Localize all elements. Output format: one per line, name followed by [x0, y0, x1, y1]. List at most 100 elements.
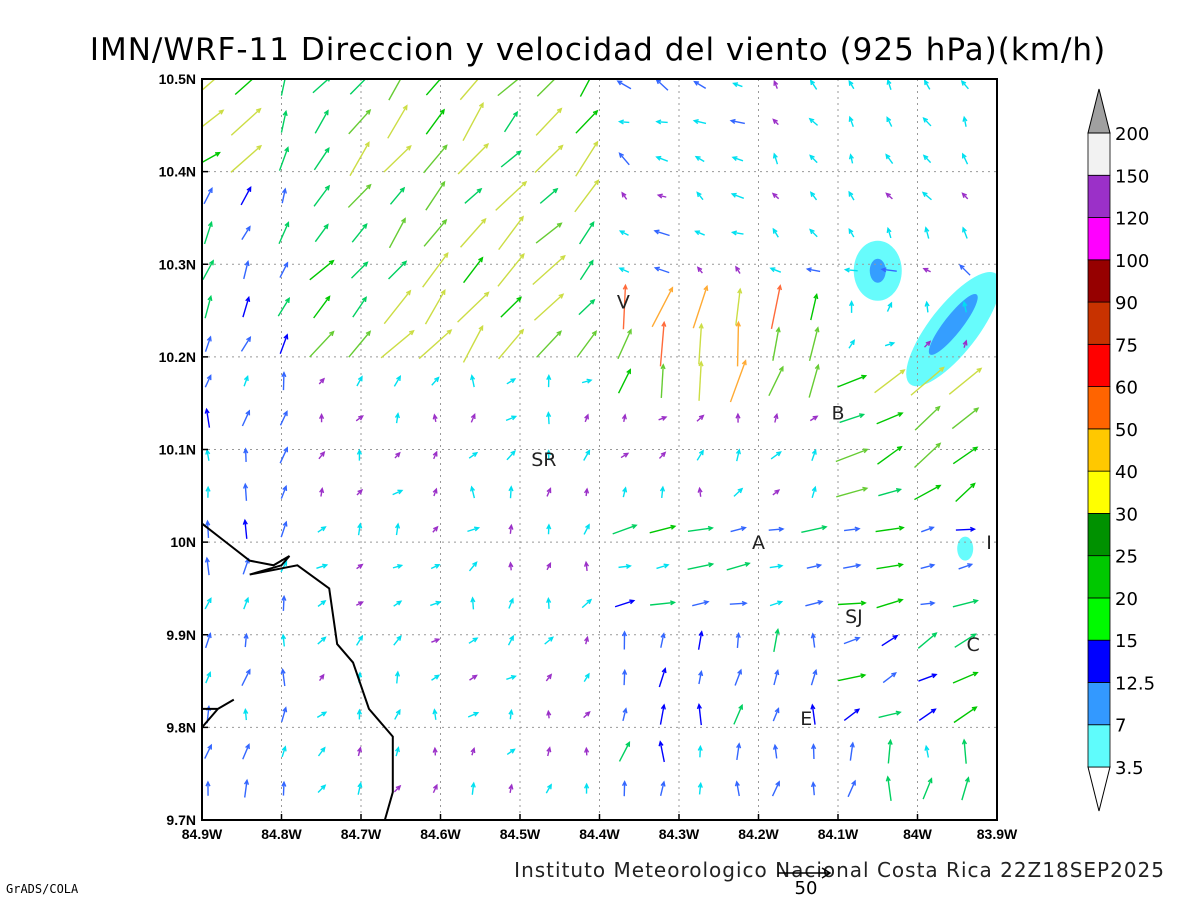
wind-vector-shaft: [619, 152, 630, 166]
wind-vector: [924, 744, 930, 758]
wind-vector: [658, 667, 667, 688]
wind-vector: [773, 412, 779, 423]
place-label-i: I: [986, 532, 992, 554]
wind-vector-shaft: [925, 227, 930, 239]
wind-vector: [658, 451, 667, 459]
wind-vector: [617, 368, 631, 394]
wind-vector-shaft: [801, 526, 827, 533]
wind-vector-head: [622, 283, 628, 290]
wind-vector: [839, 413, 866, 424]
wind-vector: [205, 671, 212, 684]
wind-vector-shaft: [392, 489, 403, 496]
wind-vector: [584, 746, 590, 756]
wind-vector-head: [546, 523, 552, 530]
colorbar-label: 50: [1115, 420, 1138, 441]
wind-vector: [922, 267, 931, 273]
wind-vector: [848, 79, 855, 90]
wind-vector-shaft: [352, 297, 367, 318]
wind-vector-shaft: [952, 446, 978, 465]
wind-vector-head: [473, 711, 480, 717]
wind-vector-head: [356, 708, 363, 715]
wind-vector: [460, 217, 487, 248]
wind-vector-shaft: [952, 599, 978, 608]
wind-vector: [583, 672, 590, 682]
wind-vector: [659, 485, 666, 498]
wind-vector: [875, 525, 905, 533]
wind-vector-shaft: [887, 228, 892, 239]
wind-vector-head: [584, 635, 590, 642]
wind-vector: [503, 110, 519, 133]
wind-vector-head: [206, 335, 212, 342]
wind-vector-head: [777, 600, 784, 606]
wind-vector-shaft: [544, 636, 554, 645]
wind-vector-shaft: [811, 487, 816, 499]
wind-vector: [808, 117, 819, 126]
wind-vector-head: [808, 117, 815, 124]
wind-vector-head: [967, 563, 974, 569]
wind-vector-head: [659, 485, 666, 492]
colorbar-label: 30: [1115, 504, 1138, 525]
wind-vector-shaft: [835, 448, 868, 463]
wind-vector: [910, 366, 945, 396]
wind-vector-shaft: [836, 487, 868, 498]
wind-vector-head: [849, 339, 856, 346]
wind-vector-shaft: [810, 670, 817, 686]
wind-vector-shaft: [962, 153, 969, 165]
wind-vector-head: [899, 369, 906, 375]
wind-vector: [432, 450, 438, 460]
wind-vector: [924, 226, 930, 239]
wind-vector-head: [851, 779, 856, 786]
wind-vector: [769, 267, 782, 273]
wind-vector-head: [854, 708, 861, 714]
colorbar-band: [1087, 386, 1111, 430]
wind-vector: [617, 328, 632, 360]
wind-vector: [732, 82, 743, 88]
wind-vector-head: [773, 412, 779, 419]
wind-vector-shaft: [316, 711, 327, 718]
wind-vector-head: [812, 415, 819, 421]
wind-vector-head: [509, 748, 516, 754]
wind-vector-head: [442, 144, 448, 150]
wind-vector: [425, 180, 446, 211]
wind-vector-shaft: [768, 528, 784, 531]
wind-vector: [660, 632, 666, 648]
wind-vector-head: [621, 191, 627, 198]
wind-vector-head: [961, 738, 968, 745]
wind-vector-head: [730, 230, 738, 236]
wind-vector-shaft: [694, 120, 707, 125]
wind-vector-head: [284, 221, 290, 228]
wind-vector-shaft: [497, 253, 525, 287]
wind-vector-shaft: [769, 565, 783, 569]
wind-vector-head: [470, 747, 476, 754]
wind-vector: [583, 487, 590, 497]
colorbar-band: [1087, 174, 1111, 218]
wind-vector: [811, 743, 817, 760]
wind-vector-shaft: [423, 144, 448, 174]
wind-vector: [278, 146, 290, 171]
wind-vector-shaft: [393, 635, 402, 646]
wind-vector-shaft: [694, 81, 707, 89]
wind-vector-head: [589, 298, 596, 305]
wind-vector: [951, 407, 980, 430]
wind-vector-shaft: [808, 365, 819, 398]
wind-vector-head: [320, 526, 327, 532]
wind-vector-head: [546, 673, 553, 680]
wind-vector-head: [741, 359, 747, 366]
wind-vector: [506, 748, 516, 756]
wind-vector-head: [737, 287, 743, 294]
colorbar-band: [1087, 217, 1111, 261]
wind-vector: [508, 561, 514, 571]
wind-vector-head: [621, 780, 628, 787]
wind-vector: [880, 267, 897, 273]
wind-vector: [422, 252, 449, 288]
wind-vector-shaft: [770, 267, 782, 273]
wind-vector-head: [246, 335, 252, 342]
wind-vector-head: [471, 674, 478, 680]
wind-vector-shaft: [500, 150, 522, 168]
wind-vector-head: [735, 631, 741, 639]
wind-vector-shaft: [650, 601, 675, 606]
wind-vector-head: [546, 709, 552, 716]
wind-vector-shaft: [920, 564, 935, 570]
wind-vector: [462, 324, 484, 363]
wind-vector-head: [698, 414, 705, 421]
